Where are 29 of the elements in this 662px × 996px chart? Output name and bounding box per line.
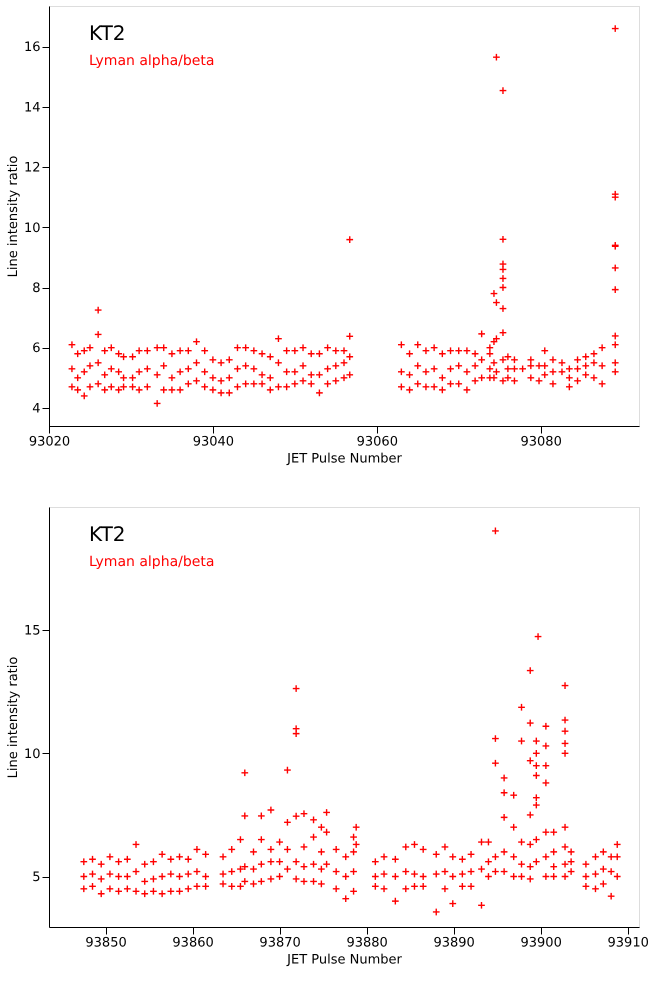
y-axis-title: Line intensity ratio bbox=[6, 656, 21, 778]
y-tick-label: 12 bbox=[24, 160, 40, 176]
y-tick-label: 4 bbox=[32, 401, 40, 416]
x-axis-title: JET Pulse Number bbox=[286, 952, 403, 968]
x-tick-label: 93860 bbox=[172, 936, 214, 950]
y-tick-label: 5 bbox=[32, 870, 40, 885]
text: KT2 bbox=[89, 522, 126, 546]
y-tick-label: 10 bbox=[24, 746, 40, 762]
y-tick-label: 6 bbox=[32, 341, 40, 356]
x-tick-label: 93910 bbox=[608, 936, 649, 950]
y-tick-label: 8 bbox=[32, 281, 40, 296]
x-tick-label: 93890 bbox=[433, 936, 475, 950]
text: KT2 bbox=[89, 21, 126, 45]
x-tick-label: 93020 bbox=[28, 434, 70, 450]
x-tick-label: 93880 bbox=[346, 936, 388, 950]
y-axis-title: Line intensity ratio bbox=[6, 156, 21, 278]
x-tick-label: 93040 bbox=[192, 434, 234, 450]
x-tick-label: 93850 bbox=[85, 936, 127, 950]
x-tick-label: 93900 bbox=[520, 936, 562, 950]
y-tick-label: 16 bbox=[24, 40, 40, 56]
x-axis-title: JET Pulse Number bbox=[286, 452, 403, 466]
text: Lyman alpha/beta bbox=[89, 554, 214, 570]
x-tick-label: 93060 bbox=[356, 434, 398, 450]
text: Lyman alpha/beta bbox=[89, 53, 214, 69]
y-tick-label: 14 bbox=[24, 100, 40, 116]
x-tick-label: 93080 bbox=[520, 434, 562, 450]
y-tick-label: 10 bbox=[24, 220, 40, 236]
y-tick-label: 15 bbox=[24, 624, 40, 639]
x-tick-label: 93870 bbox=[259, 936, 301, 950]
